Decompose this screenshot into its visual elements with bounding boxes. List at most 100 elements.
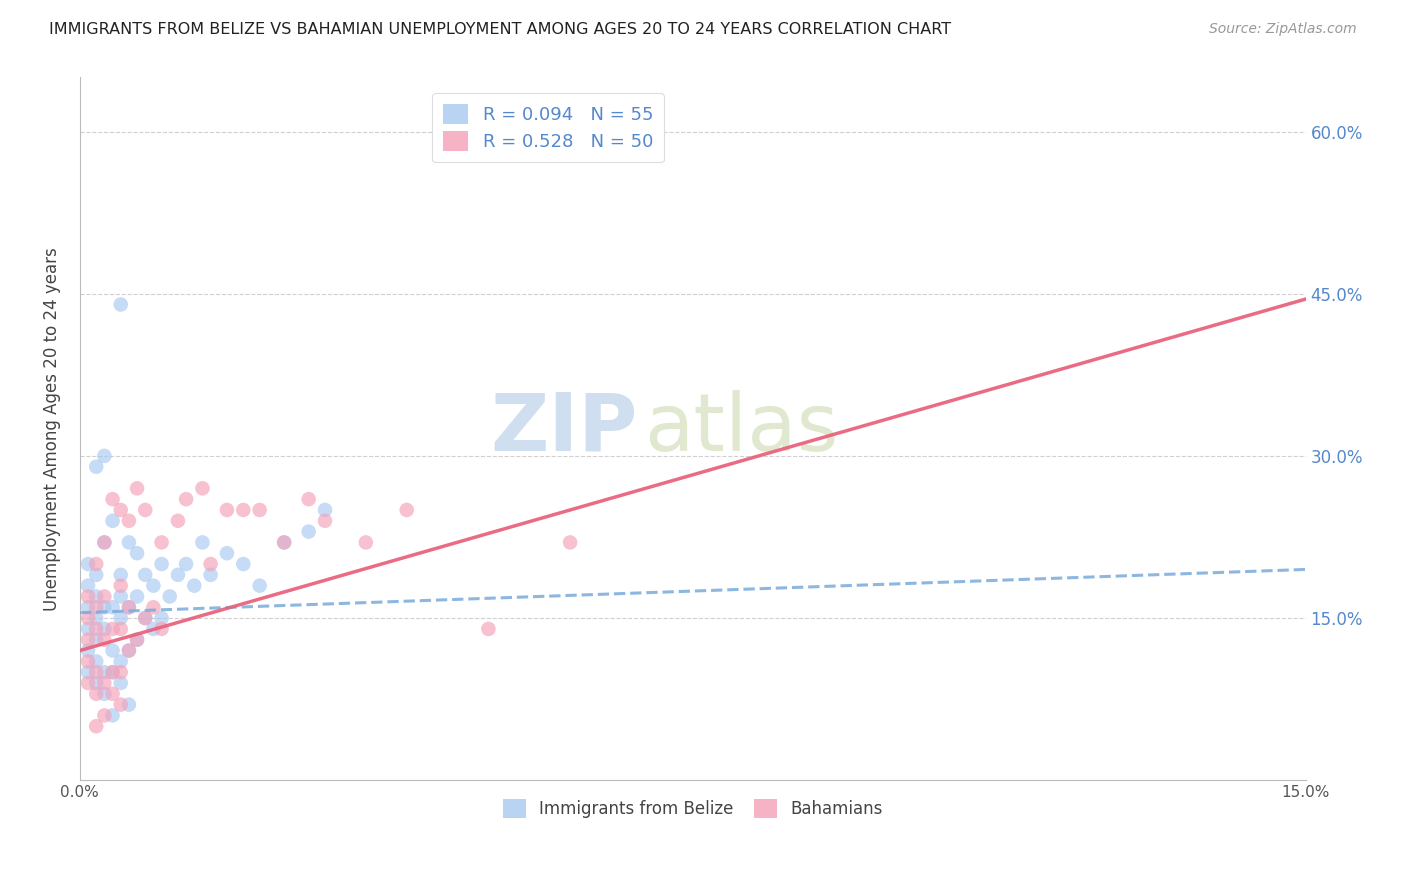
Point	[77, 665, 100, 680]
Point	[354, 535, 377, 549]
Point	[142, 622, 165, 636]
Point	[84, 632, 107, 647]
Point	[159, 590, 181, 604]
Point	[77, 654, 100, 668]
Point	[249, 579, 271, 593]
Point	[77, 643, 100, 657]
Point	[118, 514, 141, 528]
Point	[84, 459, 107, 474]
Point	[215, 503, 238, 517]
Point	[110, 622, 132, 636]
Point	[167, 567, 190, 582]
Point	[200, 567, 222, 582]
Point	[298, 492, 321, 507]
Point	[93, 687, 115, 701]
Point	[77, 676, 100, 690]
Point	[84, 611, 107, 625]
Point	[93, 632, 115, 647]
Point	[215, 546, 238, 560]
Point	[101, 643, 124, 657]
Point	[93, 708, 115, 723]
Point	[298, 524, 321, 539]
Point	[118, 698, 141, 712]
Point	[200, 557, 222, 571]
Point	[93, 665, 115, 680]
Point	[314, 514, 336, 528]
Point	[93, 676, 115, 690]
Point	[101, 708, 124, 723]
Point	[84, 654, 107, 668]
Point	[84, 567, 107, 582]
Point	[150, 611, 173, 625]
Point	[174, 557, 197, 571]
Text: atlas: atlas	[644, 390, 838, 468]
Point	[314, 503, 336, 517]
Point	[84, 622, 107, 636]
Text: Source: ZipAtlas.com: Source: ZipAtlas.com	[1209, 22, 1357, 37]
Point	[93, 535, 115, 549]
Point	[84, 687, 107, 701]
Point	[232, 503, 254, 517]
Point	[110, 654, 132, 668]
Point	[125, 481, 148, 495]
Point	[110, 503, 132, 517]
Point	[134, 567, 156, 582]
Legend: Immigrants from Belize, Bahamians: Immigrants from Belize, Bahamians	[496, 793, 890, 825]
Point	[110, 590, 132, 604]
Point	[273, 535, 295, 549]
Point	[84, 590, 107, 604]
Point	[558, 535, 581, 549]
Point	[150, 622, 173, 636]
Point	[77, 600, 100, 615]
Point	[84, 557, 107, 571]
Point	[101, 622, 124, 636]
Point	[93, 590, 115, 604]
Point	[110, 698, 132, 712]
Point	[110, 611, 132, 625]
Point	[84, 665, 107, 680]
Point	[134, 611, 156, 625]
Point	[477, 622, 499, 636]
Point	[118, 535, 141, 549]
Point	[101, 514, 124, 528]
Point	[93, 449, 115, 463]
Point	[118, 643, 141, 657]
Point	[101, 665, 124, 680]
Point	[77, 579, 100, 593]
Point	[142, 579, 165, 593]
Text: IMMIGRANTS FROM BELIZE VS BAHAMIAN UNEMPLOYMENT AMONG AGES 20 TO 24 YEARS CORREL: IMMIGRANTS FROM BELIZE VS BAHAMIAN UNEMP…	[49, 22, 952, 37]
Point	[101, 600, 124, 615]
Point	[101, 665, 124, 680]
Point	[125, 632, 148, 647]
Point	[125, 590, 148, 604]
Point	[77, 557, 100, 571]
Point	[150, 535, 173, 549]
Point	[167, 514, 190, 528]
Point	[84, 676, 107, 690]
Point	[93, 600, 115, 615]
Y-axis label: Unemployment Among Ages 20 to 24 years: Unemployment Among Ages 20 to 24 years	[44, 247, 60, 611]
Point	[125, 632, 148, 647]
Point	[77, 611, 100, 625]
Point	[183, 579, 205, 593]
Point	[101, 492, 124, 507]
Point	[110, 665, 132, 680]
Point	[232, 557, 254, 571]
Point	[118, 600, 141, 615]
Point	[84, 600, 107, 615]
Point	[641, 146, 664, 161]
Point	[150, 557, 173, 571]
Point	[110, 579, 132, 593]
Point	[118, 643, 141, 657]
Point	[93, 535, 115, 549]
Point	[101, 687, 124, 701]
Point	[134, 503, 156, 517]
Point	[93, 622, 115, 636]
Point	[273, 535, 295, 549]
Point	[191, 481, 214, 495]
Text: ZIP: ZIP	[491, 390, 637, 468]
Point	[118, 600, 141, 615]
Point	[77, 622, 100, 636]
Point	[77, 632, 100, 647]
Point	[77, 590, 100, 604]
